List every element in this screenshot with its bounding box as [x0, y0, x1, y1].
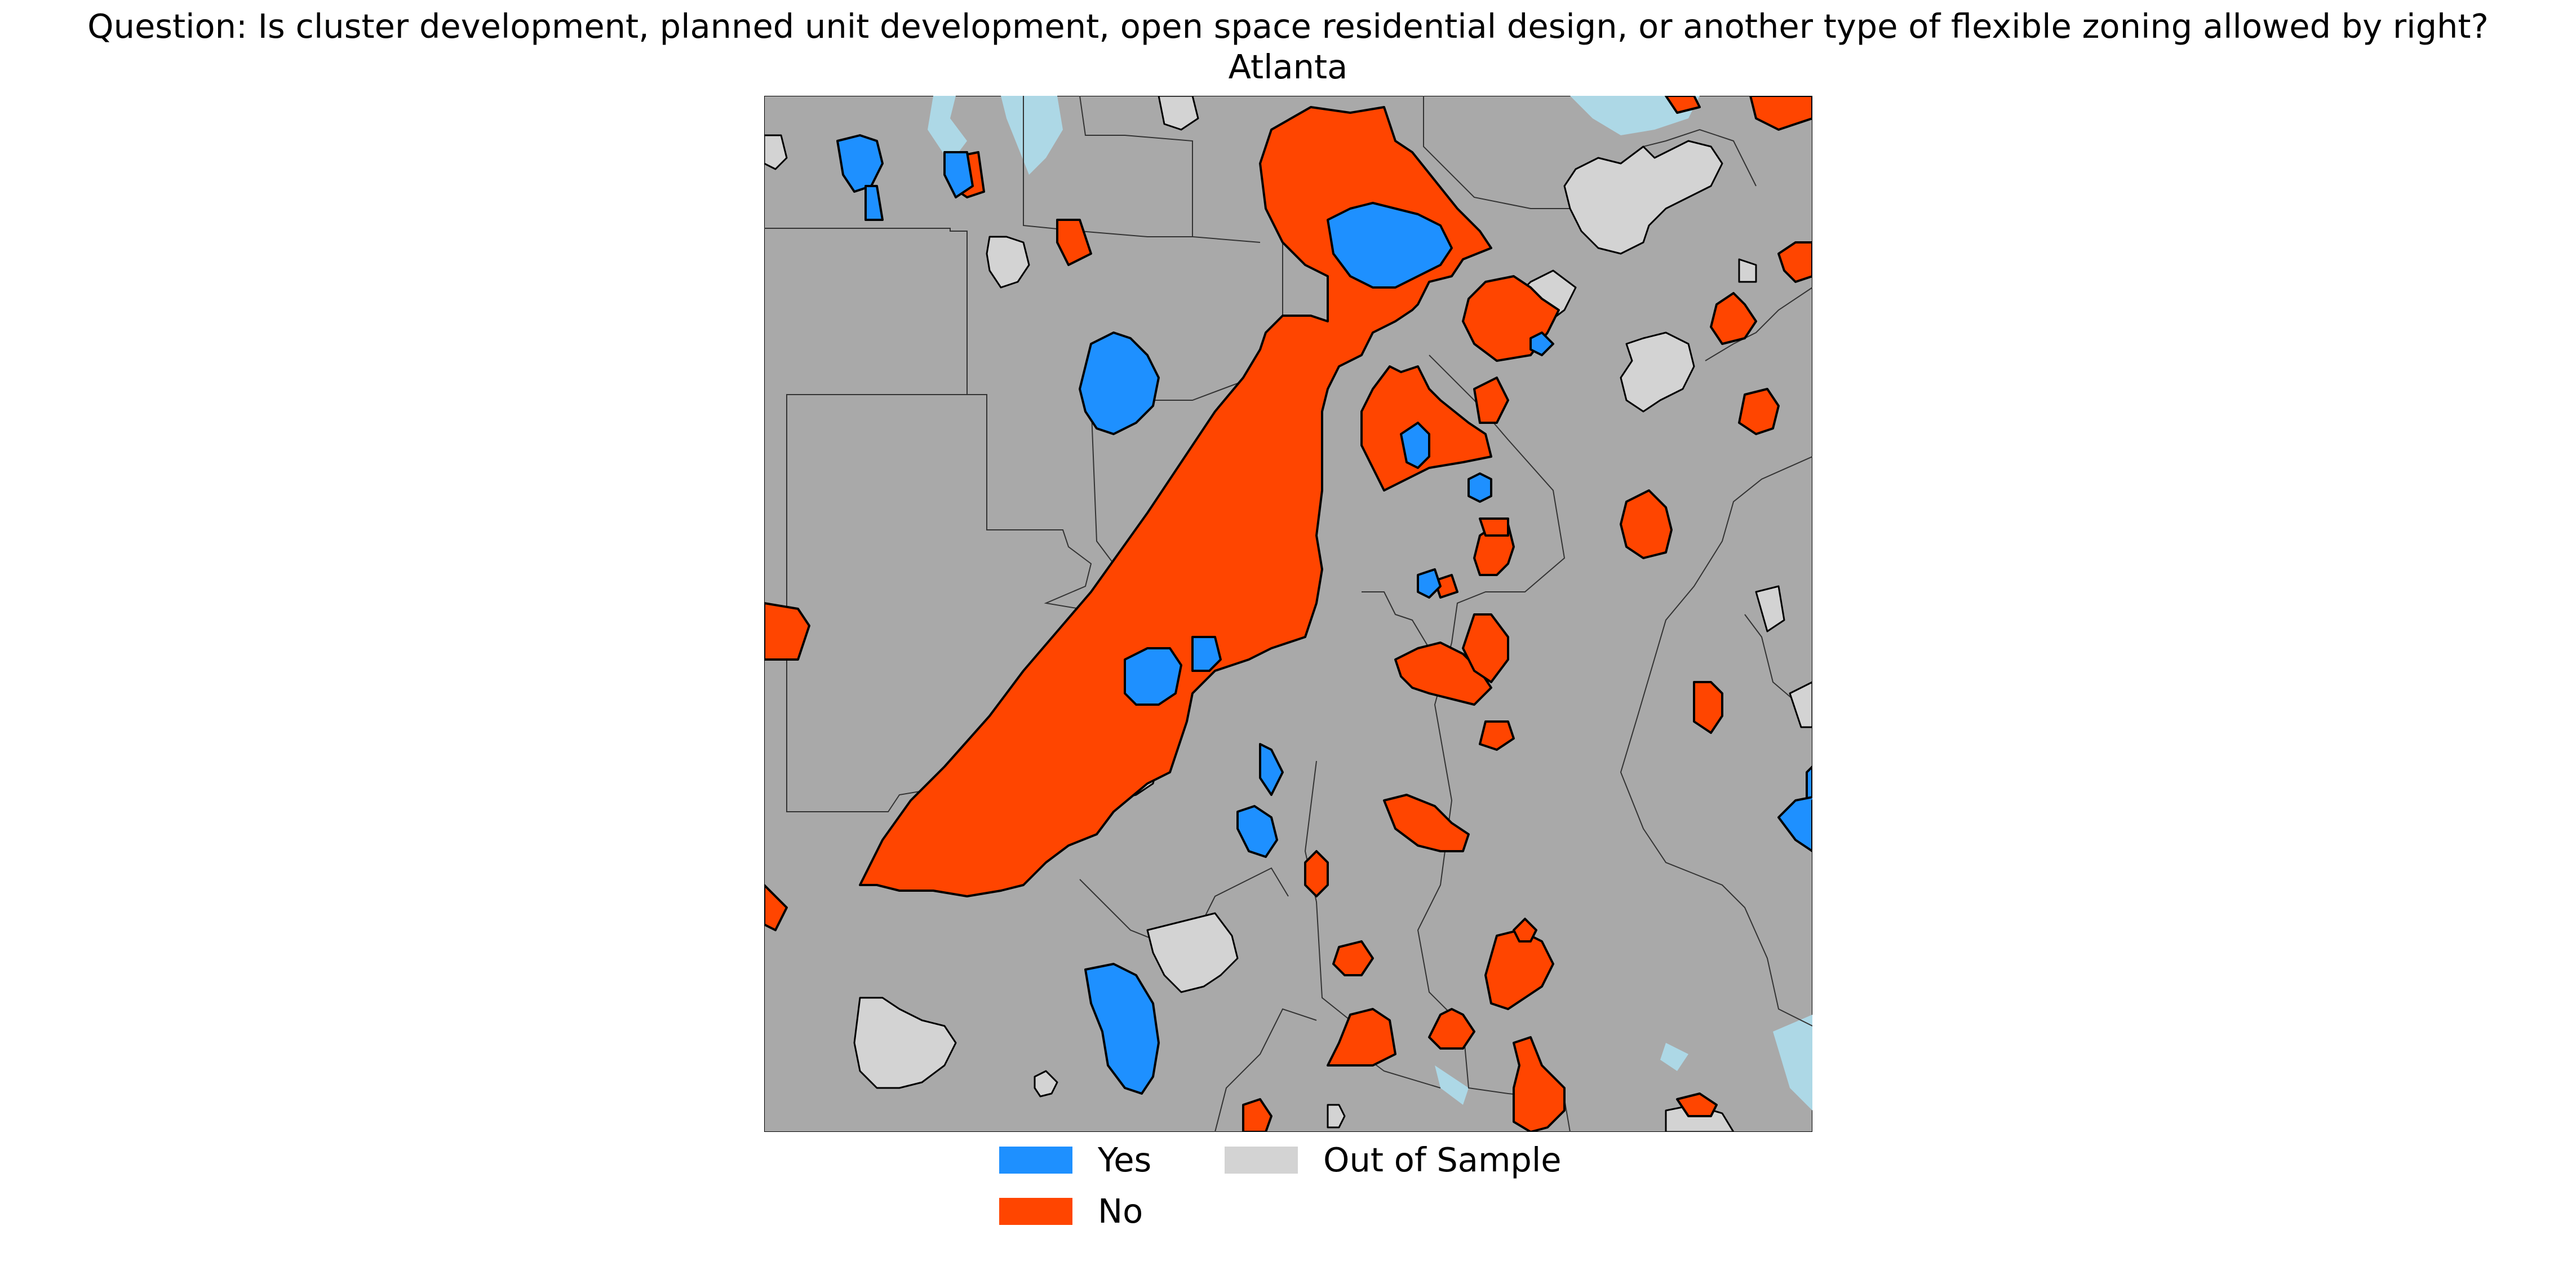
legend-swatch-yes [999, 1147, 1072, 1174]
no-area [1513, 1036, 1566, 1132]
out-of-sample-area [1789, 681, 1812, 728]
no-area [1462, 613, 1509, 683]
out-of-sample-area [853, 997, 957, 1089]
no-area [1383, 794, 1470, 852]
out-of-sample-area [986, 236, 1030, 289]
out-of-sample-area [1755, 585, 1785, 632]
out-of-sample-area [764, 134, 788, 170]
yes-area [1259, 743, 1284, 796]
county-line [786, 394, 968, 812]
county-line [1417, 355, 1571, 1132]
county-line [1362, 591, 1430, 649]
water-body [928, 96, 967, 163]
yes-area [1124, 647, 1182, 706]
out-of-sample-area [1620, 331, 1695, 413]
map-panel [764, 96, 1812, 1132]
yes-area [864, 185, 884, 221]
map-subtitle: Atlanta [1228, 47, 1348, 86]
no-area [1242, 1098, 1273, 1132]
water-body [1001, 96, 1063, 175]
legend-swatch-out-of-sample [1225, 1147, 1298, 1174]
no-area [1749, 96, 1812, 131]
no-area [1676, 1092, 1718, 1117]
yes-area [1191, 636, 1222, 672]
no-area [764, 884, 788, 931]
yes-area [1467, 472, 1492, 503]
legend-label-no: No [1098, 1192, 1143, 1231]
water-layer [928, 96, 1812, 1110]
map-canvas [764, 96, 1812, 1132]
out-of-sample-area [1158, 96, 1199, 131]
no-area [1304, 850, 1329, 897]
yes-areas [836, 134, 1812, 1095]
no-area [859, 106, 1492, 897]
out-of-sample-area [1146, 912, 1239, 993]
legend-swatch-no [999, 1198, 1072, 1225]
no-area [1434, 574, 1458, 599]
county-line [1079, 96, 1261, 243]
water-body [1660, 1043, 1688, 1071]
yes-area [1084, 963, 1160, 1095]
water-body [1570, 96, 1700, 135]
no-area [1360, 365, 1492, 492]
yes-area [1327, 202, 1453, 289]
yes-area [1079, 331, 1160, 435]
no-area [1479, 517, 1509, 537]
county-line [1423, 96, 1593, 209]
no-area [1479, 720, 1515, 751]
out-of-sample-area [1738, 258, 1757, 283]
water-body [1773, 1015, 1812, 1110]
no-area [764, 602, 810, 661]
yes-area [836, 134, 884, 193]
no-area [1056, 219, 1092, 266]
no-area [1428, 1008, 1475, 1050]
yes-area [1400, 422, 1430, 469]
no-area [1710, 292, 1757, 345]
yes-area [1417, 568, 1442, 599]
out-of-sample-area [1034, 1070, 1058, 1098]
no-areas [764, 96, 1812, 1132]
yes-area [943, 151, 974, 198]
legend-label-out-of-sample: Out of Sample [1323, 1140, 1562, 1179]
legend-label-yes: Yes [1098, 1140, 1152, 1179]
map-title: Question: Is cluster development, planne… [87, 7, 2489, 46]
no-area [1327, 1008, 1396, 1067]
water-body [1435, 1065, 1469, 1105]
county-line [1705, 287, 1812, 361]
out-of-sample-area [1563, 140, 1723, 255]
no-area [1513, 918, 1537, 943]
no-area [1620, 489, 1673, 559]
yes-area [1777, 795, 1812, 852]
yes-area [1529, 331, 1554, 356]
no-area [1777, 241, 1812, 283]
no-area [1665, 96, 1701, 114]
county-line [1620, 456, 1812, 1027]
no-area [1738, 388, 1780, 435]
county-line [1214, 1008, 1317, 1132]
out-of-sample-area [1327, 1104, 1346, 1129]
no-area [1693, 681, 1723, 734]
no-area [1332, 940, 1374, 976]
no-area [1473, 377, 1509, 424]
yes-area [1236, 805, 1278, 858]
